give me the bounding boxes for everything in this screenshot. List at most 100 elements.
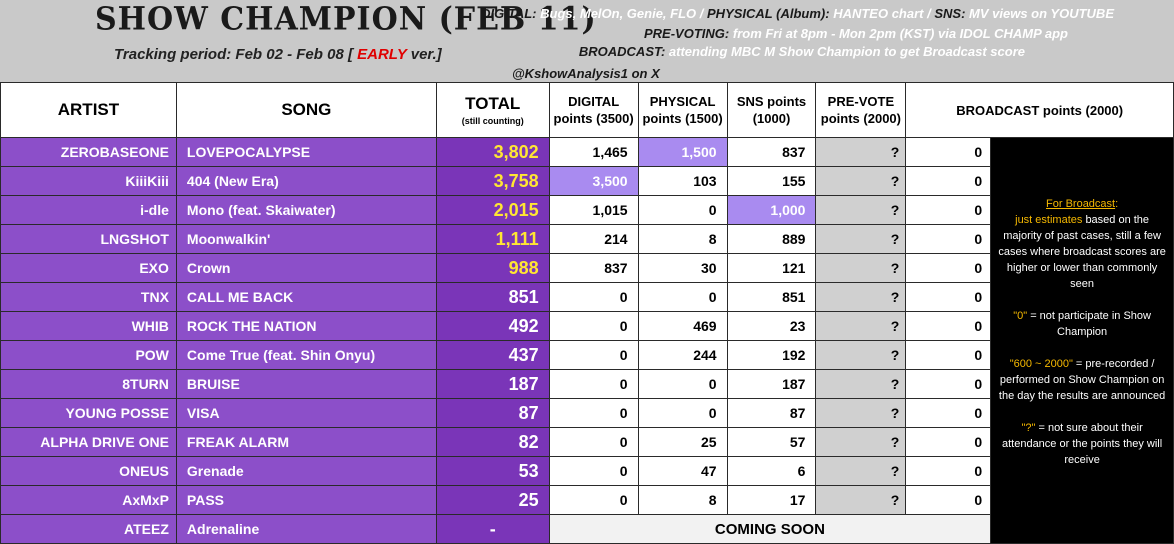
- sns-cell: 889: [726, 224, 817, 254]
- digital-cell: 0: [548, 427, 639, 457]
- prevote-cell: ?: [815, 485, 907, 515]
- artist-cell: POW: [0, 340, 177, 370]
- total-cell: 492: [435, 311, 550, 341]
- total-cell: 851: [435, 282, 550, 312]
- song-cell: VISA: [175, 398, 437, 428]
- broadcast-cell: 0: [905, 427, 992, 457]
- song-cell: CALL ME BACK: [175, 282, 437, 312]
- table-row: 8TURN BRUISE 187 0 0 187? 0: [0, 369, 1174, 399]
- digital-cell: 1,465: [548, 137, 639, 167]
- col-physical: PHYSICAL points (1500): [637, 82, 728, 138]
- song-cell: Moonwalkin': [175, 224, 437, 254]
- table-row: EXO Crown 988 837 30 121? 0: [0, 253, 1174, 283]
- prevote-cell: ?: [815, 369, 907, 399]
- artist-cell: ONEUS: [0, 456, 177, 486]
- artist-cell: YOUNG POSSE: [0, 398, 177, 428]
- total-cell: 437: [435, 340, 550, 370]
- digital-cell: 0: [548, 282, 639, 312]
- coming-soon: COMING SOON: [548, 514, 992, 544]
- prevote-cell: ?: [815, 340, 907, 370]
- artist-cell: 8TURN: [0, 369, 177, 399]
- broadcast-cell: 0: [905, 224, 992, 254]
- broadcast-cell: 0: [905, 369, 992, 399]
- prevote-cell: ?: [815, 253, 907, 283]
- info-line-broadcast: BROADCAST: attending MBC M Show Champion…: [578, 44, 1025, 59]
- digital-cell: 3,500: [548, 166, 639, 196]
- col-prevote: PRE-VOTE points (2000): [815, 82, 907, 138]
- tracking-period: Tracking period: Feb 02 - Feb 08 [ EARLY…: [114, 46, 442, 63]
- artist-cell: LNGSHOT: [0, 224, 177, 254]
- table-row: ONEUS Grenade 53 0 47 6? 0: [0, 456, 1174, 486]
- sns-cell: 87: [726, 398, 817, 428]
- sns-cell: 17: [726, 485, 817, 515]
- total-cell: 87: [435, 398, 550, 428]
- total-cell: 82: [435, 427, 550, 457]
- table-row: ZEROBASEONE LOVEPOCALYPSE 3,802 1,465 1,500 8…: [0, 137, 1174, 544]
- table-row: TNX CALL ME BACK 851 0 0 851? 0: [0, 282, 1174, 312]
- song-cell: LOVEPOCALYPSE: [175, 137, 437, 167]
- physical-cell: 47: [637, 456, 728, 486]
- song-cell: Adrenaline: [175, 514, 437, 544]
- col-digital: DIGITAL points (3500): [548, 82, 639, 138]
- prevote-cell: ?: [815, 195, 907, 225]
- total-cell: 53: [435, 456, 550, 486]
- author-handle: @KshowAnalysis1 on X: [512, 66, 660, 81]
- sns-cell: 187: [726, 369, 817, 399]
- table-row-ateez: ATEEZ Adrenaline - COMING SOON: [0, 514, 1174, 544]
- artist-cell: KiiiKiii: [0, 166, 177, 196]
- broadcast-cell: 0: [905, 253, 992, 283]
- sns-cell: 192: [726, 340, 817, 370]
- song-cell: Crown: [175, 253, 437, 283]
- digital-cell: 0: [548, 398, 639, 428]
- table-row: KiiiKiii 404 (New Era) 3,758 3,500 103 155? 0: [0, 166, 1174, 196]
- song-cell: PASS: [175, 485, 437, 515]
- prevote-cell: ?: [815, 456, 907, 486]
- total-cell: 3,802: [435, 137, 550, 167]
- info-line-prevoting: PRE-VOTING: from Fri at 8pm - Mon 2pm (K…: [644, 26, 1068, 41]
- table-header-row: ARTIST SONG TOTAL (still counting) DIGITA…: [0, 82, 1174, 138]
- artist-cell: ALPHA DRIVE ONE: [0, 427, 177, 457]
- prevote-cell: ?: [815, 224, 907, 254]
- artist-cell: ATEEZ: [0, 514, 177, 544]
- sns-cell: 6: [726, 456, 817, 486]
- info-line-sources: DIGITAL: Bugs, MelOn, Genie, FLO / PHYSI…: [481, 6, 1114, 21]
- prevote-cell: ?: [815, 311, 907, 341]
- total-cell: -: [435, 514, 550, 544]
- prevote-cell: ?: [815, 282, 907, 312]
- physical-cell: 469: [637, 311, 728, 341]
- digital-cell: 0: [548, 456, 639, 486]
- prevote-cell: ?: [815, 398, 907, 428]
- digital-cell: 0: [548, 340, 639, 370]
- physical-cell: 0: [637, 195, 728, 225]
- sns-cell: 837: [726, 137, 817, 167]
- broadcast-cell: 0: [905, 485, 992, 515]
- physical-cell: 244: [637, 340, 728, 370]
- total-cell: 2,015: [435, 195, 550, 225]
- table-row: POW Come True (feat. Shin Onyu) 437 0 244 192…: [0, 340, 1174, 370]
- total-cell: 187: [435, 369, 550, 399]
- table-row: ALPHA DRIVE ONE FREAK ALARM 82 0 25 57? 0: [0, 427, 1174, 457]
- physical-cell: 103: [637, 166, 728, 196]
- broadcast-cell: 0: [905, 311, 992, 341]
- song-cell: Come True (feat. Shin Onyu): [175, 340, 437, 370]
- table-row: i-dle Mono (feat. Skaiwater) 2,015 1,015 0 1,…: [0, 195, 1174, 225]
- header-banner: SHOW CHAMPION (FEB 11) Tracking period: …: [0, 0, 1174, 82]
- digital-cell: 0: [548, 311, 639, 341]
- col-sns: SNS points (1000): [726, 82, 817, 138]
- table-row: YOUNG POSSE VISA 87 0 0 87? 0: [0, 398, 1174, 428]
- song-cell: 404 (New Era): [175, 166, 437, 196]
- broadcast-cell: 0: [905, 137, 992, 167]
- physical-cell: 0: [637, 282, 728, 312]
- artist-cell: i-dle: [0, 195, 177, 225]
- digital-cell: 0: [548, 485, 639, 515]
- col-total: TOTAL (still counting): [435, 82, 550, 138]
- broadcast-cell: 0: [905, 282, 992, 312]
- page-title: SHOW CHAMPION (FEB 11): [95, 1, 597, 38]
- physical-cell: 0: [637, 398, 728, 428]
- artist-cell: AxMxP: [0, 485, 177, 515]
- table-row: WHIB ROCK THE NATION 492 0 469 23? 0: [0, 311, 1174, 341]
- col-artist: ARTIST: [0, 82, 177, 138]
- song-cell: ROCK THE NATION: [175, 311, 437, 341]
- total-cell: 1,111: [435, 224, 550, 254]
- sns-cell: 155: [726, 166, 817, 196]
